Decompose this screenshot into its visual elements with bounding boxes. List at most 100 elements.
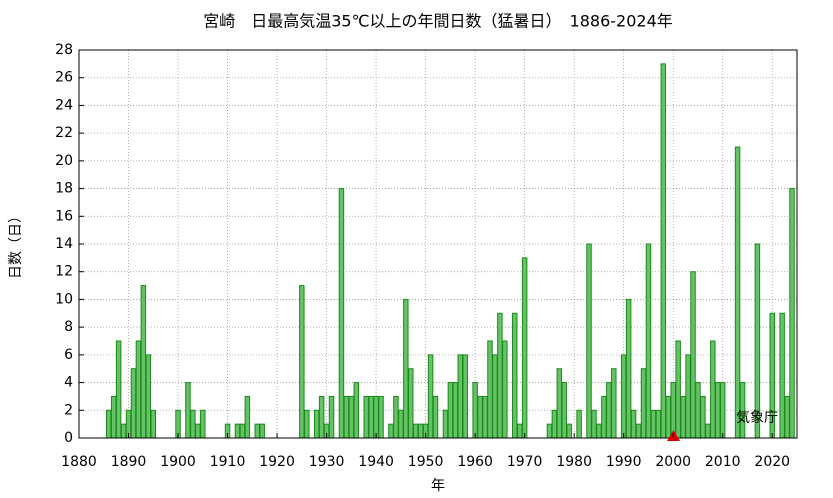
x-tick-label: 1970 xyxy=(507,454,543,470)
bar xyxy=(516,423,523,439)
x-tick-label: 1910 xyxy=(210,454,246,470)
y-tick-label: 28 xyxy=(55,42,73,58)
bar xyxy=(586,243,592,439)
bar xyxy=(482,395,488,439)
bar xyxy=(259,423,265,439)
bar xyxy=(779,312,785,439)
bar xyxy=(150,409,157,439)
bar xyxy=(477,395,483,439)
bar xyxy=(606,382,612,439)
bar xyxy=(195,423,201,439)
bar xyxy=(328,395,335,439)
bar xyxy=(185,382,191,439)
bar xyxy=(625,298,632,439)
bar xyxy=(502,340,508,439)
bar xyxy=(546,423,553,439)
bar xyxy=(304,409,310,439)
bar xyxy=(120,423,127,439)
bar xyxy=(105,409,112,439)
y-tick-label: 6 xyxy=(64,347,73,363)
x-tick-label: 1880 xyxy=(61,454,97,470)
bar xyxy=(734,146,741,439)
bar xyxy=(368,395,374,439)
bar xyxy=(715,382,721,439)
bar xyxy=(601,395,607,439)
bar xyxy=(318,395,325,439)
bar xyxy=(591,409,597,439)
y-tick-label: 0 xyxy=(64,430,73,446)
bar xyxy=(353,382,360,439)
bar xyxy=(115,340,122,439)
bar xyxy=(432,395,439,439)
bar xyxy=(487,340,493,439)
bar xyxy=(710,340,716,439)
bar xyxy=(784,395,790,439)
bar xyxy=(313,409,320,439)
bar xyxy=(685,354,691,439)
bar xyxy=(754,243,761,439)
bar xyxy=(403,298,409,439)
y-tick-label: 22 xyxy=(55,125,73,141)
bar xyxy=(680,395,686,439)
bar xyxy=(200,409,206,439)
y-tick-label: 14 xyxy=(55,236,73,252)
y-tick-label: 12 xyxy=(55,264,73,280)
x-tick-label: 1930 xyxy=(309,454,345,470)
annotation: 気象庁 xyxy=(736,410,778,426)
bar xyxy=(239,423,246,439)
bar xyxy=(660,63,667,439)
y-tick-label: 10 xyxy=(55,291,73,307)
bar xyxy=(140,285,147,439)
bar xyxy=(244,395,251,439)
bar xyxy=(576,409,582,439)
bar xyxy=(675,340,681,439)
bar xyxy=(472,382,478,439)
bar xyxy=(521,257,528,439)
bars xyxy=(105,63,795,439)
bar xyxy=(462,354,468,439)
bar xyxy=(457,354,464,439)
bar xyxy=(566,423,572,439)
bar xyxy=(412,423,419,439)
chart-title: 宮崎 日最高気温35℃以上の年間日数（猛暑日） 1886-2024年 xyxy=(203,12,673,31)
bar xyxy=(190,409,196,439)
x-tick-label: 1890 xyxy=(111,454,147,470)
x-tick-label: 1960 xyxy=(457,454,493,470)
bar xyxy=(611,368,617,439)
bar xyxy=(630,409,637,439)
bar xyxy=(650,409,657,439)
bar xyxy=(561,382,567,439)
bar xyxy=(373,395,379,439)
x-tick-label: 2010 xyxy=(705,454,741,470)
x-tick-label: 1950 xyxy=(408,454,444,470)
bar xyxy=(130,368,137,439)
bar xyxy=(427,354,434,439)
bar xyxy=(254,423,260,439)
bar xyxy=(596,423,602,439)
bar xyxy=(635,423,642,439)
bar xyxy=(551,409,558,439)
bar xyxy=(705,423,711,439)
bar xyxy=(343,395,350,439)
bar xyxy=(378,395,384,439)
bar xyxy=(645,243,652,439)
bar xyxy=(348,395,355,439)
bar xyxy=(512,312,518,439)
bar xyxy=(620,354,627,439)
bar xyxy=(492,354,498,439)
bar xyxy=(417,423,424,439)
x-tick-label: 1900 xyxy=(160,454,196,470)
bar xyxy=(695,382,701,439)
bar xyxy=(110,395,117,439)
bar xyxy=(719,382,726,439)
bar xyxy=(655,409,662,439)
bar xyxy=(363,395,369,439)
bar xyxy=(145,354,152,439)
bar xyxy=(640,368,647,439)
bar xyxy=(388,423,394,439)
y-axis-label: 日数（日） xyxy=(8,209,24,279)
y-tick-label: 8 xyxy=(64,319,73,335)
y-tick-label: 4 xyxy=(64,375,73,391)
y-tick-label: 2 xyxy=(64,402,73,418)
